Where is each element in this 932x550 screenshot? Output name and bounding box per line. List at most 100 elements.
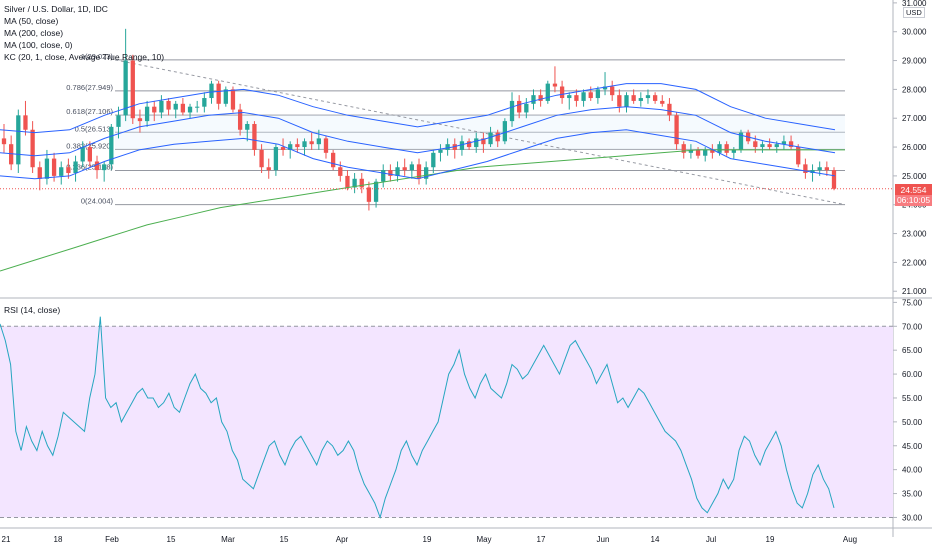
- candle-body: [667, 103, 672, 116]
- candle-body: [703, 149, 708, 156]
- kc-lower-line: [0, 129, 836, 180]
- candle-body: [123, 60, 128, 116]
- candle-body: [223, 89, 228, 104]
- candle-body: [466, 141, 472, 148]
- price-tick-label: 26.000: [902, 143, 927, 152]
- candle-body: [202, 98, 207, 107]
- currency-badge[interactable]: USD: [903, 7, 925, 18]
- candle-body: [796, 147, 801, 165]
- ma200-line: [0, 149, 845, 272]
- rsi-tick-label: 75.00: [902, 298, 923, 307]
- candle-body: [581, 92, 586, 101]
- candle-body: [373, 181, 379, 202]
- candle-body: [595, 89, 601, 99]
- candle-body: [288, 144, 293, 150]
- price-tick-label: 30.000: [902, 28, 927, 37]
- price-tick-label: 28.000: [902, 85, 927, 94]
- time-axis-label: 21: [2, 535, 11, 544]
- candle-body: [359, 178, 364, 188]
- candle-body: [245, 123, 250, 130]
- price-tick-label: 23.000: [902, 230, 927, 239]
- candle-body: [559, 86, 565, 99]
- rsi-tick-label: 35.00: [902, 490, 923, 499]
- candle-body: [237, 109, 243, 130]
- candle-body: [502, 121, 508, 142]
- time-axis-label: 15: [167, 535, 176, 544]
- candle-body: [280, 147, 286, 150]
- candle-body: [781, 141, 787, 145]
- candle-body: [652, 95, 658, 101]
- candle-body: [345, 175, 350, 188]
- candle-body: [44, 158, 50, 179]
- price-tick-label: 27.000: [902, 114, 927, 123]
- candle-body: [452, 144, 457, 150]
- kc-upper-line: [0, 83, 836, 134]
- candle-body: [23, 115, 28, 130]
- candle-body: [438, 149, 443, 153]
- candle-body: [524, 103, 529, 113]
- candle-body: [810, 170, 815, 174]
- candle-body: [681, 144, 686, 153]
- candle-body: [688, 149, 694, 153]
- candle-body: [724, 144, 729, 153]
- candle-body: [102, 164, 107, 171]
- time-axis-label: 19: [766, 535, 775, 544]
- candle-body: [538, 95, 543, 101]
- candle-body: [59, 167, 64, 176]
- time-axis-label: May: [476, 535, 491, 544]
- rsi-tick-label: 50.00: [902, 418, 923, 427]
- fib-level-label: 0.618(27.106): [66, 107, 113, 116]
- candle-body: [610, 86, 615, 96]
- candle-body: [259, 149, 264, 168]
- candle-body: [824, 167, 829, 171]
- price-tick-label: 21.000: [902, 287, 927, 296]
- candle-body: [295, 144, 300, 148]
- price-tick-label: 31.000: [902, 0, 927, 8]
- time-axis-label: 19: [423, 535, 432, 544]
- time-axis-label: Apr: [336, 535, 349, 544]
- time-axis-label: Feb: [105, 535, 119, 544]
- candle-body: [195, 106, 200, 108]
- candle-body: [330, 152, 336, 168]
- candle-body: [209, 83, 214, 99]
- candle-body: [273, 147, 279, 171]
- fib-level-label: 0.786(27.949): [66, 83, 113, 92]
- candle-body: [474, 138, 479, 148]
- candle-body: [753, 141, 758, 148]
- candle-body: [803, 164, 808, 174]
- candle-body: [567, 95, 572, 99]
- legend-ma200[interactable]: MA (200, close): [4, 28, 64, 38]
- candle-body: [531, 95, 536, 104]
- candle-body: [788, 141, 794, 148]
- candle-body: [166, 100, 171, 110]
- rsi-title[interactable]: RSI (14, close): [4, 305, 61, 315]
- candle-body: [731, 149, 736, 153]
- candle-body: [495, 132, 500, 142]
- symbol-title: Silver / U.S. Dollar, 1D, IDC: [4, 4, 108, 14]
- candle-body: [481, 138, 486, 145]
- legend-ma100[interactable]: MA (100, close, 0): [4, 40, 73, 50]
- time-axis-label: Jun: [597, 535, 610, 544]
- candle-body: [717, 144, 722, 153]
- candle-body: [252, 123, 257, 150]
- legend-ma50[interactable]: MA (50, close): [4, 16, 59, 26]
- price-tick-label: 29.000: [902, 57, 927, 66]
- candle-body: [51, 158, 57, 176]
- rsi-tick-label: 65.00: [902, 346, 923, 355]
- current-price-label: 24.554: [895, 184, 932, 196]
- candle-body: [774, 144, 779, 148]
- candle-body: [73, 161, 78, 174]
- candle-body: [517, 100, 522, 113]
- fib-level-label: 0(24.004): [81, 197, 114, 206]
- kc-middle-line: [0, 106, 836, 157]
- candle-body: [180, 103, 186, 113]
- candle-body: [338, 167, 343, 176]
- legend-kc[interactable]: KC (20, 1, close, Average True Range, 10…: [4, 52, 165, 62]
- candle-body: [660, 100, 665, 104]
- candle-body: [602, 86, 608, 90]
- time-axis-label: 14: [651, 535, 660, 544]
- candle-body: [695, 149, 701, 156]
- candle-body: [552, 83, 558, 87]
- candle-body: [1, 138, 7, 145]
